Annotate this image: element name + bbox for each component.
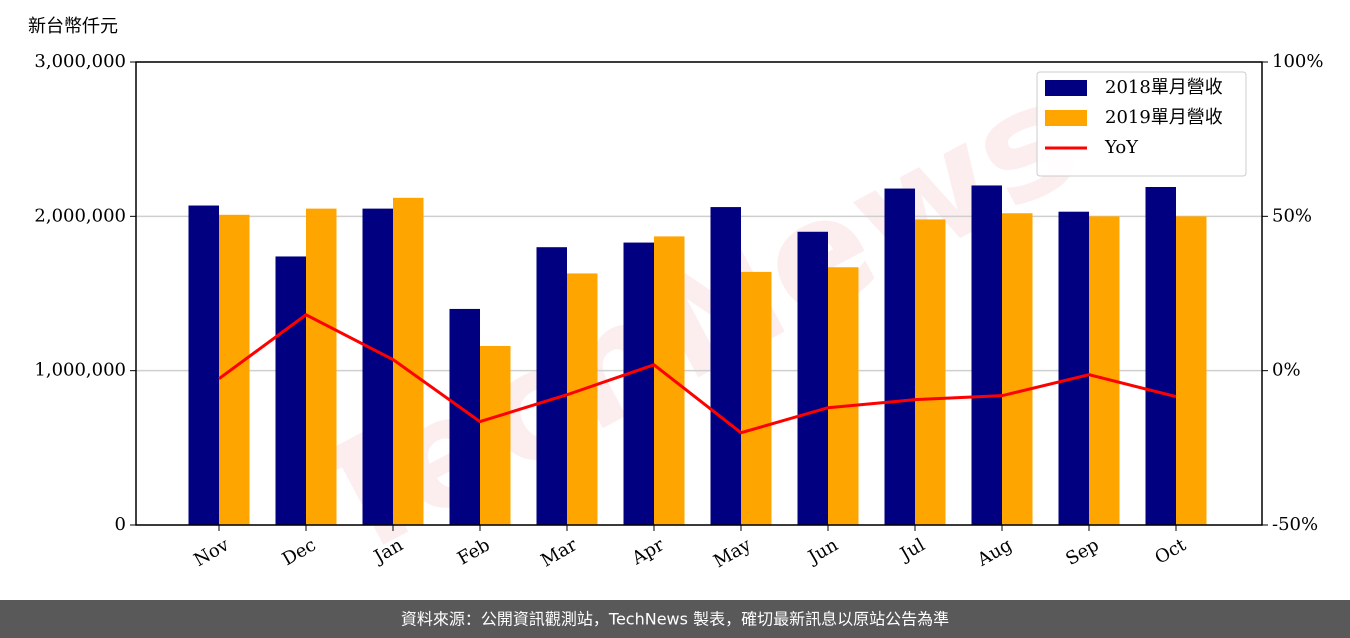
legend-label: 2018單月營收: [1105, 77, 1223, 98]
bar: [275, 256, 306, 525]
x-tick-label: Apr: [628, 534, 668, 569]
x-tick-label: Dec: [279, 534, 320, 570]
x-tick-label: Sep: [1062, 534, 1102, 569]
y-axis-label: 新台幣仟元: [28, 16, 118, 37]
bar: [536, 247, 567, 525]
footer-band: [0, 600, 1350, 638]
bar: [306, 208, 337, 525]
legend-swatch: [1045, 80, 1087, 96]
bar: [654, 236, 685, 525]
bar: [971, 185, 1002, 525]
y2-tick-label: 50%: [1272, 205, 1312, 226]
x-tick-label: Jun: [803, 534, 842, 569]
bar: [710, 207, 741, 525]
y-tick-label: 0: [115, 514, 126, 535]
bar: [362, 208, 393, 525]
legend-label: 2019單月營收: [1105, 107, 1223, 128]
y2-tick-label: 100%: [1272, 51, 1323, 72]
y-tick-label: 1,000,000: [34, 360, 126, 381]
y-tick-label: 2,000,000: [34, 205, 126, 226]
bar: [915, 219, 946, 526]
line: [218, 313, 1177, 435]
bar: [623, 242, 654, 525]
x-tick-label: Aug: [973, 534, 1016, 571]
bar: [797, 231, 828, 525]
legend-swatch: [1045, 110, 1087, 126]
y2-tick-label: -50%: [1272, 514, 1318, 535]
bar: [1145, 187, 1176, 525]
bar: [1176, 216, 1207, 526]
bar: [219, 214, 250, 526]
legend-box: [1036, 71, 1247, 177]
bar: [1002, 213, 1033, 525]
y2-tick-label: 0%: [1272, 360, 1301, 381]
plot-frame: [135, 61, 1263, 526]
x-tick-label: Jul: [895, 534, 929, 566]
bar: [1058, 211, 1089, 525]
x-tick-label: Oct: [1151, 534, 1190, 569]
bar: [1089, 216, 1120, 526]
x-tick-label: Mar: [537, 534, 581, 571]
x-tick-label: Nov: [190, 534, 233, 571]
y-tick-label: 3,000,000: [34, 51, 126, 72]
legend-label: YoY: [1104, 137, 1139, 158]
bar: [567, 273, 598, 525]
bar: [828, 267, 859, 525]
bar: [884, 188, 915, 525]
bar: [480, 345, 511, 525]
bar: [188, 205, 219, 525]
source-note: 資料來源：公開資訊觀測站，TechNews 製表，確切最新訊息以原站公告為準: [401, 610, 949, 629]
bar: [741, 271, 772, 525]
x-tick-label: May: [710, 534, 755, 572]
